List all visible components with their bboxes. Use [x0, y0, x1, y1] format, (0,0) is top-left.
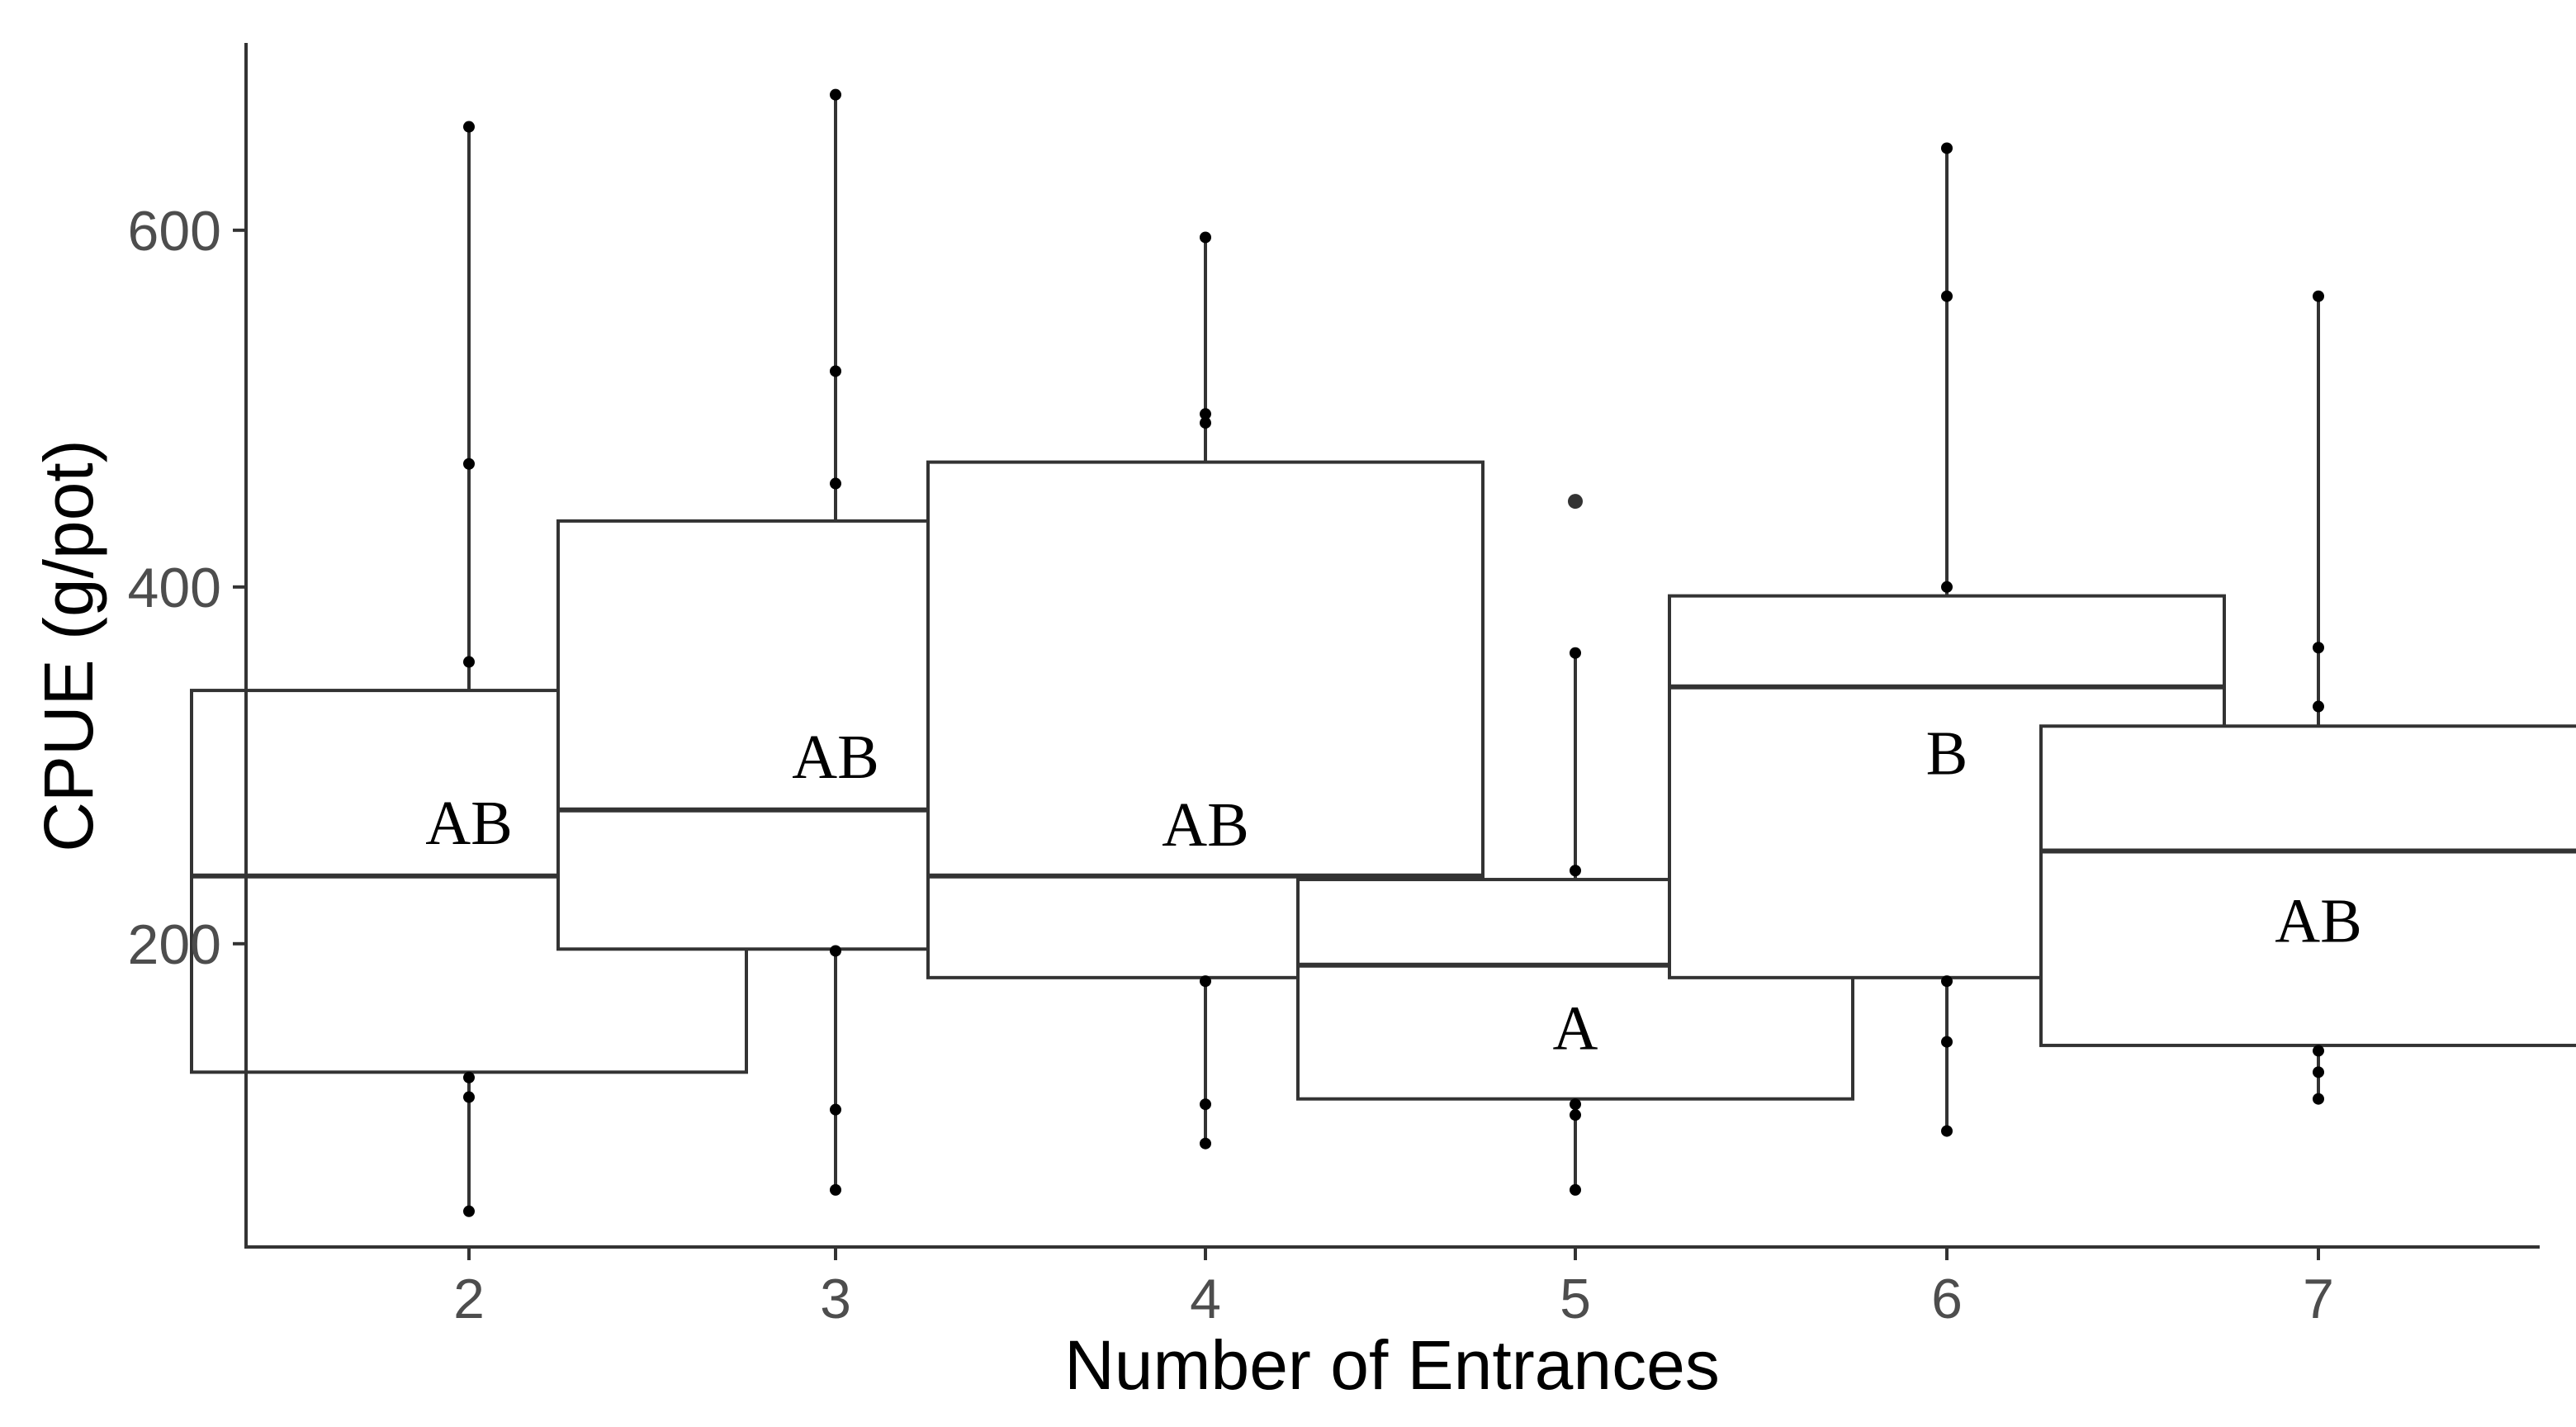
data-point-4-1 [1200, 408, 1211, 420]
data-point-7-1 [2313, 642, 2324, 654]
data-point-6-5 [1941, 1125, 1953, 1137]
x-tick-label-5: 5 [1560, 1268, 1591, 1330]
data-point-4-2 [1200, 417, 1211, 429]
data-point-6-1 [1941, 290, 1953, 302]
group-letter-6: B [1926, 719, 1968, 789]
data-point-5-2 [1570, 1098, 1581, 1111]
data-point-2-0 [463, 121, 475, 133]
data-point-5-3 [1570, 1109, 1581, 1121]
y-tick-label-400: 400 [128, 557, 221, 619]
data-point-4-3 [1200, 975, 1211, 988]
data-point-7-2 [2313, 700, 2324, 713]
data-point-3-0 [830, 88, 841, 101]
data-point-3-4 [830, 1103, 841, 1116]
group-letter-4: AB [1162, 790, 1249, 860]
data-point-5-1 [1570, 865, 1581, 877]
data-point-6-0 [1941, 142, 1953, 154]
x-axis-title: Number of Entrances [1064, 1326, 1720, 1404]
y-tick-label-600: 600 [128, 200, 221, 263]
y-ticks: 200 400 600 [128, 200, 246, 976]
data-point-7-4 [2313, 1066, 2324, 1079]
group-letter-7: AB [2275, 887, 2362, 956]
data-point-4-5 [1200, 1137, 1211, 1150]
data-point-2-4 [463, 1091, 475, 1103]
y-axis-title: CPUE (g/pot) [30, 439, 107, 852]
data-point-2-3 [463, 1071, 475, 1083]
x-tick-label-4: 4 [1190, 1268, 1221, 1330]
data-point-6-4 [1941, 1036, 1953, 1048]
data-point-7-5 [2313, 1093, 2324, 1105]
group-letter-5: A [1553, 993, 1598, 1063]
data-point-5-4 [1570, 1183, 1581, 1196]
data-point-6-3 [1941, 975, 1953, 988]
points-layer [463, 88, 2324, 1217]
y-tick-label-200: 200 [128, 913, 221, 976]
x-tick-label-7: 7 [2303, 1268, 2334, 1330]
data-point-4-0 [1200, 231, 1211, 244]
group-letter-3: AB [792, 723, 879, 792]
data-point-3-5 [830, 1183, 841, 1196]
data-point-7-3 [2313, 1045, 2324, 1057]
data-point-5-0 [1570, 647, 1581, 659]
group-letter-2: AB [425, 789, 513, 858]
data-point-3-2 [830, 477, 841, 490]
data-point-2-2 [463, 656, 475, 668]
data-point-3-3 [830, 945, 841, 957]
data-point-2-1 [463, 457, 475, 470]
x-ticks: 2 3 4 5 6 7 [453, 1247, 2334, 1330]
data-point-3-1 [830, 365, 841, 377]
data-point-7-0 [2313, 290, 2324, 302]
x-tick-label-2: 2 [453, 1268, 485, 1330]
box-7 [2039, 724, 2576, 1047]
data-point-4-4 [1200, 1098, 1211, 1111]
boxes-layer [190, 94, 2576, 1211]
x-tick-label-6: 6 [1931, 1268, 1963, 1330]
data-point-2-5 [463, 1205, 475, 1217]
x-tick-label-3: 3 [820, 1268, 851, 1330]
data-point-6-2 [1941, 581, 1953, 593]
outlier-point-5-0 [1568, 494, 1583, 510]
